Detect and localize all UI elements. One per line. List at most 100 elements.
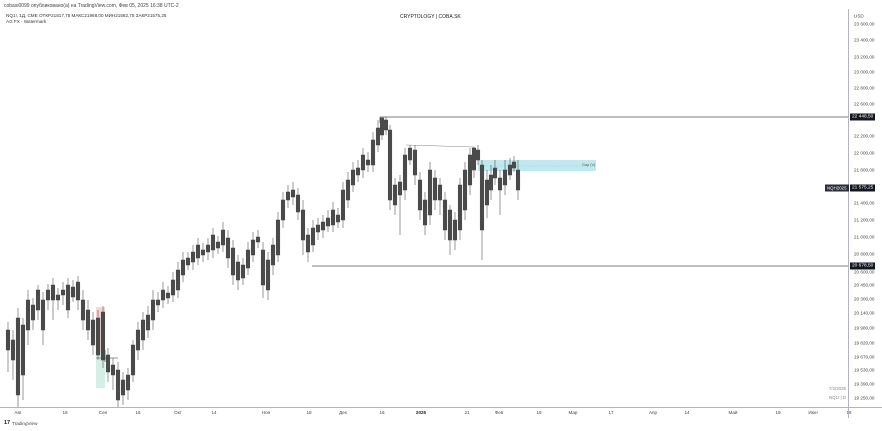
- price-tick: 21 400,00: [854, 200, 875, 206]
- candle: [511, 161, 517, 169]
- time-tick: Окт: [174, 410, 182, 415]
- price-tick: 23 600,00: [854, 21, 875, 27]
- candle: [15, 317, 21, 396]
- candle: [70, 286, 76, 298]
- candle: [205, 244, 211, 253]
- candle: [502, 169, 508, 186]
- candle: [350, 169, 356, 186]
- candle: [290, 189, 296, 198]
- demand-zone: [96, 352, 105, 388]
- candle: [260, 249, 266, 286]
- candle: [135, 329, 141, 351]
- candle: [10, 339, 16, 361]
- price-axis[interactable]: USD 23 600,00 23 400,00 23 200,00 23 000,00…: [848, 9, 882, 407]
- candle: [40, 299, 46, 331]
- candle: [240, 264, 246, 279]
- price-tick: 20 140,00: [854, 310, 875, 316]
- watermark-title: CRYPTOLOGY | COBA.SK: [400, 14, 461, 20]
- candle: [155, 299, 161, 306]
- time-tick: 18: [306, 410, 312, 415]
- candle: [325, 217, 331, 227]
- candle: [315, 224, 321, 233]
- candle: [140, 319, 146, 341]
- candle: [417, 179, 423, 211]
- candle: [295, 194, 301, 213]
- candle: [379, 117, 385, 136]
- time-tick: 19: [62, 410, 68, 415]
- published-by-line: cobasi0099 опубликовано(а) на TradingVie…: [4, 3, 179, 9]
- candle: [190, 251, 196, 263]
- candle: [407, 147, 413, 161]
- candle: [220, 229, 226, 246]
- candle: [170, 279, 176, 296]
- indicator-line[interactable]: AG FX - Watermark: [6, 19, 47, 24]
- price-tick: 23 000,00: [854, 69, 875, 75]
- candle: [130, 344, 136, 376]
- candle: [275, 219, 281, 256]
- time-tick: 17: [608, 410, 614, 415]
- candle: [80, 299, 86, 321]
- candle: [100, 311, 106, 361]
- symbol-price-badge: NQH2025: [825, 184, 849, 192]
- candle: [95, 317, 101, 356]
- time-tick: 21: [464, 410, 470, 415]
- candle: [471, 147, 477, 171]
- candle: [120, 379, 126, 396]
- price-tick: 20 600,00: [854, 269, 875, 275]
- currency-label: USD: [854, 13, 864, 19]
- candle: [55, 294, 61, 301]
- price-level-badge: 22 448,50: [850, 113, 876, 121]
- candle: [432, 177, 438, 201]
- candle: [65, 284, 71, 311]
- candle: [175, 269, 181, 291]
- candle: [145, 314, 151, 331]
- candle: [215, 241, 221, 249]
- candle: [427, 169, 433, 216]
- candle: [365, 159, 371, 166]
- time-tick: Ноя: [261, 410, 271, 415]
- candle: [85, 309, 91, 331]
- time-axis[interactable]: Авг 19 Сен 16 Окт 14 Ноя 18 Дек 16 2025 21 Фев 18 Мар 1…: [0, 407, 852, 418]
- candle: [35, 289, 41, 311]
- price-tick: 19 820,00: [854, 340, 875, 346]
- candle: [25, 299, 31, 331]
- time-tick: 16: [846, 410, 852, 415]
- candle: [60, 289, 66, 296]
- time-tick: Май: [728, 410, 738, 415]
- candle: [402, 154, 408, 191]
- candle: [412, 149, 418, 176]
- time-tick: Дек: [339, 410, 347, 415]
- candle: [270, 244, 276, 266]
- candle: [442, 199, 448, 231]
- candle: [255, 236, 261, 243]
- tradingview-logo-icon[interactable]: 17: [4, 420, 11, 426]
- candlestick-chart: [5, 116, 848, 407]
- price-tick: 22 200,00: [854, 133, 875, 139]
- candle: [497, 177, 503, 191]
- symbol-ohlc-line[interactable]: NQ1!, 1Д, CME ОТКР21817,75 МАКС21968,00 …: [6, 13, 167, 18]
- price-tick: 20 450,00: [854, 282, 875, 288]
- candle: [225, 237, 231, 259]
- candle: [150, 299, 156, 321]
- candle: [383, 119, 389, 131]
- candle: [355, 167, 361, 176]
- tradingview-brand[interactable]: TradingView: [12, 420, 38, 426]
- candle: [235, 261, 241, 281]
- candle: [125, 374, 131, 391]
- candle: [397, 181, 403, 196]
- candle: [462, 169, 468, 211]
- candle: [160, 289, 166, 301]
- price-tick: 19 390,00: [854, 381, 875, 387]
- candle: [90, 319, 96, 346]
- candle: [387, 129, 393, 201]
- candle: [422, 199, 428, 226]
- candle: [115, 369, 121, 401]
- candle: [230, 247, 236, 276]
- candle: [30, 304, 36, 321]
- candle: [507, 164, 513, 176]
- price-tick: 23 400,00: [854, 37, 875, 43]
- time-tick: Мар: [568, 410, 578, 415]
- chart-plot-area[interactable]: Gap (V): [0, 9, 848, 407]
- time-tick: Апр: [648, 410, 658, 415]
- candle: [180, 259, 186, 276]
